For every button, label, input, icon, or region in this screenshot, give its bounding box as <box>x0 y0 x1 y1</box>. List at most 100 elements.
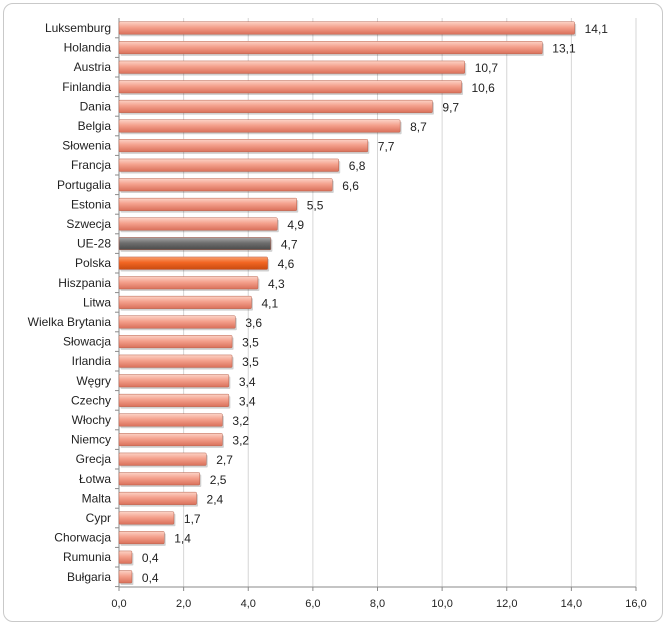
data-label: 13,1 <box>552 42 576 56</box>
data-label: 3,5 <box>242 336 259 350</box>
x-tick-label: 0,0 <box>111 598 126 610</box>
bar <box>118 570 133 584</box>
category-label: Grecja <box>76 452 112 466</box>
category-label: Litwa <box>83 295 111 309</box>
data-label: 3,6 <box>245 316 262 330</box>
data-label: 3,4 <box>239 375 256 389</box>
category-label: Belgia <box>78 119 112 133</box>
bar <box>118 354 233 368</box>
bar <box>118 374 230 388</box>
bar <box>118 99 433 113</box>
bar <box>118 217 278 231</box>
data-label: 5,5 <box>307 198 324 212</box>
category-label: Słowenia <box>62 139 111 153</box>
bar <box>118 531 165 545</box>
category-label: Niemcy <box>71 433 111 447</box>
category-label: Portugalia <box>57 178 111 192</box>
category-label: UE-28 <box>77 237 111 251</box>
data-label: 3,4 <box>239 394 256 408</box>
category-label: Francja <box>71 158 111 172</box>
bar <box>118 295 252 309</box>
x-tick-label: 6,0 <box>305 598 320 610</box>
bar <box>118 393 230 407</box>
data-label: 0,4 <box>142 551 159 565</box>
category-label: Austria <box>74 60 112 74</box>
data-label: 4,7 <box>281 238 298 252</box>
bars-layer <box>118 21 577 586</box>
category-label: Włochy <box>72 413 111 427</box>
data-label: 6,8 <box>349 159 366 173</box>
data-label: 4,1 <box>261 296 278 310</box>
category-label: Holandia <box>64 41 112 55</box>
bar <box>118 276 259 290</box>
x-tick-label: 12,0 <box>496 598 517 610</box>
category-label: Szwecja <box>66 217 111 231</box>
x-tick-label: 16,0 <box>625 598 646 610</box>
x-axis-ticks: 0,0 2,0 4,0 6,0 8,0 10,0 12,0 14,0 16,0 <box>111 587 647 610</box>
data-label: 1,7 <box>184 512 201 526</box>
bar <box>118 550 133 564</box>
bar <box>118 158 339 172</box>
labels-layer: Luksemburg 14,1 Holandia 13,1 Austria 10,7 Fin… <box>28 21 609 585</box>
bar <box>118 41 543 55</box>
data-label: 9,7 <box>442 100 459 114</box>
category-label: Hiszpania <box>58 276 111 290</box>
data-label: 4,6 <box>278 257 295 271</box>
data-label: 4,3 <box>268 277 285 291</box>
bar <box>118 237 272 251</box>
category-label: Węgry <box>76 374 111 388</box>
bar <box>118 413 223 427</box>
data-label: 10,6 <box>472 81 496 95</box>
category-label: Finlandia <box>62 80 111 94</box>
bar <box>118 315 236 329</box>
data-label: 3,5 <box>242 355 259 369</box>
category-label: Słowacja <box>63 335 111 349</box>
data-label: 3,2 <box>232 414 249 428</box>
category-label: Chorwacja <box>54 531 111 545</box>
category-label: Luksemburg <box>45 21 111 35</box>
category-label: Wielka Brytania <box>28 315 112 329</box>
data-label: 7,7 <box>378 140 395 154</box>
data-label: 10,7 <box>475 61 499 75</box>
x-tick-label: 8,0 <box>370 598 385 610</box>
data-label: 8,7 <box>410 120 427 134</box>
category-label: Rumunia <box>63 550 111 564</box>
bar <box>118 452 207 466</box>
bar <box>118 256 268 270</box>
bar <box>118 80 462 94</box>
category-label: Estonia <box>71 197 111 211</box>
data-label: 3,2 <box>232 434 249 448</box>
category-label: Bułgaria <box>67 570 111 584</box>
data-label: 14,1 <box>585 22 609 36</box>
bar <box>118 139 369 153</box>
category-label: Dania <box>80 99 112 113</box>
data-label: 2,4 <box>207 492 224 506</box>
data-label: 2,7 <box>216 453 233 467</box>
bar <box>118 119 401 133</box>
data-label: 1,4 <box>174 532 191 546</box>
bar <box>118 178 333 192</box>
category-label: Cypr <box>86 511 111 525</box>
bar <box>118 433 223 447</box>
category-label: Polska <box>75 256 111 270</box>
bar <box>118 335 233 349</box>
bar <box>118 511 175 525</box>
bar <box>118 21 575 35</box>
category-label: Malta <box>82 491 112 505</box>
category-label: Czechy <box>71 393 111 407</box>
data-label: 6,6 <box>342 179 359 193</box>
category-label: Łotwa <box>79 472 111 486</box>
bar <box>118 60 465 74</box>
x-tick-label: 4,0 <box>241 598 256 610</box>
bar <box>118 472 201 486</box>
bar <box>118 197 297 211</box>
x-tick-label: 2,0 <box>176 598 191 610</box>
category-label: Irlandia <box>72 354 112 368</box>
x-tick-label: 14,0 <box>561 598 582 610</box>
bar <box>118 491 197 505</box>
data-label: 2,5 <box>210 473 227 487</box>
x-tick-label: 10,0 <box>431 598 452 610</box>
data-label: 4,9 <box>287 218 304 232</box>
data-label: 0,4 <box>142 571 159 585</box>
